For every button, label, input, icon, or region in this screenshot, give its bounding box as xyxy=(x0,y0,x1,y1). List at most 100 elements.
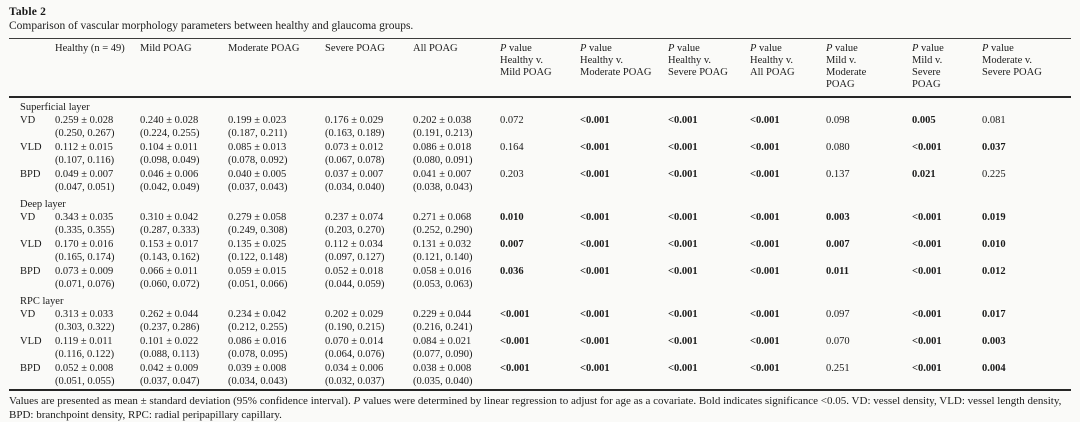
mean-value: 0.042 ± 0.009 xyxy=(140,363,199,374)
p-value-cell: 0.010 xyxy=(982,239,1006,250)
mean-value: 0.034 ± 0.006 xyxy=(325,363,384,374)
section-row: RPC layer xyxy=(9,292,1071,308)
confidence-interval: (0.097, 0.127) xyxy=(325,252,385,263)
mean-value: 0.176 ± 0.029 xyxy=(325,115,384,126)
confidence-interval: (0.224, 0.255) xyxy=(140,128,200,139)
p-value-cell: <0.001 xyxy=(668,336,698,347)
table-row: VD 0.343 ± 0.035 (0.335, 0.355) 0.310 ± 0.0… xyxy=(9,211,1071,238)
mean-sd-cell: 0.262 ± 0.044 (0.237, 0.286) xyxy=(140,308,228,335)
mean-sd-cell: 0.040 ± 0.005 (0.037, 0.043) xyxy=(228,168,325,195)
p-value-cell: 0.019 xyxy=(982,212,1006,223)
mean-value: 0.153 ± 0.017 xyxy=(140,239,199,250)
confidence-interval: (0.071, 0.076) xyxy=(55,279,115,290)
mean-sd-cell: 0.052 ± 0.018 (0.044, 0.059) xyxy=(325,265,413,292)
confidence-interval: (0.051, 0.055) xyxy=(55,376,115,387)
p-value-cell: <0.001 xyxy=(750,212,780,223)
mean-sd-cell: 0.070 ± 0.014 (0.064, 0.076) xyxy=(325,335,413,362)
p-value-cell: <0.001 xyxy=(580,363,610,374)
table-body: Superficial layer VD 0.259 ± 0.028 (0.250, … xyxy=(9,97,1071,390)
col-p-healthy-severe: P value Healthy v. Severe POAG xyxy=(668,38,750,98)
mean-sd-cell: 0.240 ± 0.028 (0.224, 0.255) xyxy=(140,114,228,141)
p-value-cell: 0.003 xyxy=(826,212,850,223)
col-mild-poag: Mild POAG xyxy=(140,38,228,98)
col-all-poag: All POAG xyxy=(413,38,500,98)
mean-value: 0.059 ± 0.015 xyxy=(228,266,287,277)
vascular-morphology-table: Healthy (n = 49) Mild POAG Moderate POAG Se… xyxy=(9,38,1071,391)
param-label: VLD xyxy=(20,239,42,250)
mean-value: 0.237 ± 0.074 xyxy=(325,212,384,223)
table-row: VLD 0.170 ± 0.016 (0.165, 0.174) 0.153 ± 0.… xyxy=(9,238,1071,265)
confidence-interval: (0.053, 0.063) xyxy=(413,279,473,290)
p-value-cell: <0.001 xyxy=(500,363,530,374)
p-value-cell: 0.225 xyxy=(982,169,1006,180)
mean-sd-cell: 0.131 ± 0.032 (0.121, 0.140) xyxy=(413,238,500,265)
param-label: BPD xyxy=(20,169,41,180)
confidence-interval: (0.078, 0.092) xyxy=(228,155,288,166)
confidence-interval: (0.047, 0.051) xyxy=(55,182,115,193)
mean-sd-cell: 0.052 ± 0.008 (0.051, 0.055) xyxy=(55,362,140,390)
p-value-cell: <0.001 xyxy=(580,266,610,277)
mean-sd-cell: 0.101 ± 0.022 (0.088, 0.113) xyxy=(140,335,228,362)
confidence-interval: (0.122, 0.148) xyxy=(228,252,288,263)
mean-value: 0.070 ± 0.014 xyxy=(325,336,384,347)
col-parameter xyxy=(9,38,55,98)
mean-sd-cell: 0.086 ± 0.016 (0.078, 0.095) xyxy=(228,335,325,362)
confidence-interval: (0.044, 0.059) xyxy=(325,279,385,290)
param-label: VD xyxy=(20,212,36,223)
p-value-cell: 0.007 xyxy=(826,239,850,250)
param-label: VLD xyxy=(20,336,42,347)
p-value-cell: <0.001 xyxy=(912,239,942,250)
header-row: Healthy (n = 49) Mild POAG Moderate POAG Se… xyxy=(9,38,1071,98)
confidence-interval: (0.249, 0.308) xyxy=(228,225,288,236)
confidence-interval: (0.032, 0.037) xyxy=(325,376,385,387)
table-row: VLD 0.112 ± 0.015 (0.107, 0.116) 0.104 ± 0.… xyxy=(9,141,1071,168)
mean-value: 0.086 ± 0.018 xyxy=(413,142,472,153)
mean-value: 0.084 ± 0.021 xyxy=(413,336,472,347)
confidence-interval: (0.252, 0.290) xyxy=(413,225,473,236)
p-value-cell: <0.001 xyxy=(668,169,698,180)
confidence-interval: (0.237, 0.286) xyxy=(140,322,200,333)
mean-sd-cell: 0.170 ± 0.016 (0.165, 0.174) xyxy=(55,238,140,265)
mean-sd-cell: 0.037 ± 0.007 (0.034, 0.040) xyxy=(325,168,413,195)
p-value-cell: <0.001 xyxy=(912,212,942,223)
section-row: Deep layer xyxy=(9,195,1071,211)
footnote-p-symbol: P xyxy=(353,395,361,407)
table-row: BPD 0.049 ± 0.007 (0.047, 0.051) 0.046 ± 0.… xyxy=(9,168,1071,195)
mean-sd-cell: 0.084 ± 0.021 (0.077, 0.090) xyxy=(413,335,500,362)
confidence-interval: (0.163, 0.189) xyxy=(325,128,385,139)
mean-value: 0.343 ± 0.035 xyxy=(55,212,114,223)
p-value-cell: <0.001 xyxy=(580,115,610,126)
confidence-interval: (0.116, 0.122) xyxy=(55,349,115,360)
mean-sd-cell: 0.234 ± 0.042 (0.212, 0.255) xyxy=(228,308,325,335)
p-value-cell: <0.001 xyxy=(580,309,610,320)
p-value-cell: 0.097 xyxy=(826,309,850,320)
mean-sd-cell: 0.271 ± 0.068 (0.252, 0.290) xyxy=(413,211,500,238)
p-value-cell: 0.012 xyxy=(982,266,1006,277)
confidence-interval: (0.287, 0.333) xyxy=(140,225,200,236)
confidence-interval: (0.212, 0.255) xyxy=(228,322,288,333)
table-row: BPD 0.052 ± 0.008 (0.051, 0.055) 0.042 ± 0.… xyxy=(9,362,1071,390)
p-value-cell: <0.001 xyxy=(750,115,780,126)
confidence-interval: (0.038, 0.043) xyxy=(413,182,473,193)
p-value-cell: <0.001 xyxy=(500,309,530,320)
table-footnote: Values are presented as mean ± standard … xyxy=(9,395,1071,422)
p-value-cell: <0.001 xyxy=(912,309,942,320)
mean-value: 0.234 ± 0.042 xyxy=(228,309,287,320)
table-caption: Comparison of vascular morphology parame… xyxy=(9,20,414,32)
mean-value: 0.085 ± 0.013 xyxy=(228,142,287,153)
confidence-interval: (0.077, 0.090) xyxy=(413,349,473,360)
mean-sd-cell: 0.058 ± 0.016 (0.053, 0.063) xyxy=(413,265,500,292)
mean-value: 0.058 ± 0.016 xyxy=(413,266,472,277)
p-value-cell: 0.017 xyxy=(982,309,1006,320)
col-p-healthy-all: P value Healthy v. All POAG xyxy=(750,38,826,98)
col-p-healthy-mild: P value Healthy v. Mild POAG xyxy=(500,38,580,98)
mean-sd-cell: 0.038 ± 0.008 (0.035, 0.040) xyxy=(413,362,500,390)
footnote-text-1: Values are presented as mean ± standard … xyxy=(9,395,354,407)
param-label: BPD xyxy=(20,363,41,374)
mean-sd-cell: 0.202 ± 0.038 (0.191, 0.213) xyxy=(413,114,500,141)
mean-value: 0.073 ± 0.012 xyxy=(325,142,384,153)
mean-sd-cell: 0.073 ± 0.009 (0.071, 0.076) xyxy=(55,265,140,292)
confidence-interval: (0.107, 0.116) xyxy=(55,155,115,166)
confidence-interval: (0.037, 0.043) xyxy=(228,182,288,193)
